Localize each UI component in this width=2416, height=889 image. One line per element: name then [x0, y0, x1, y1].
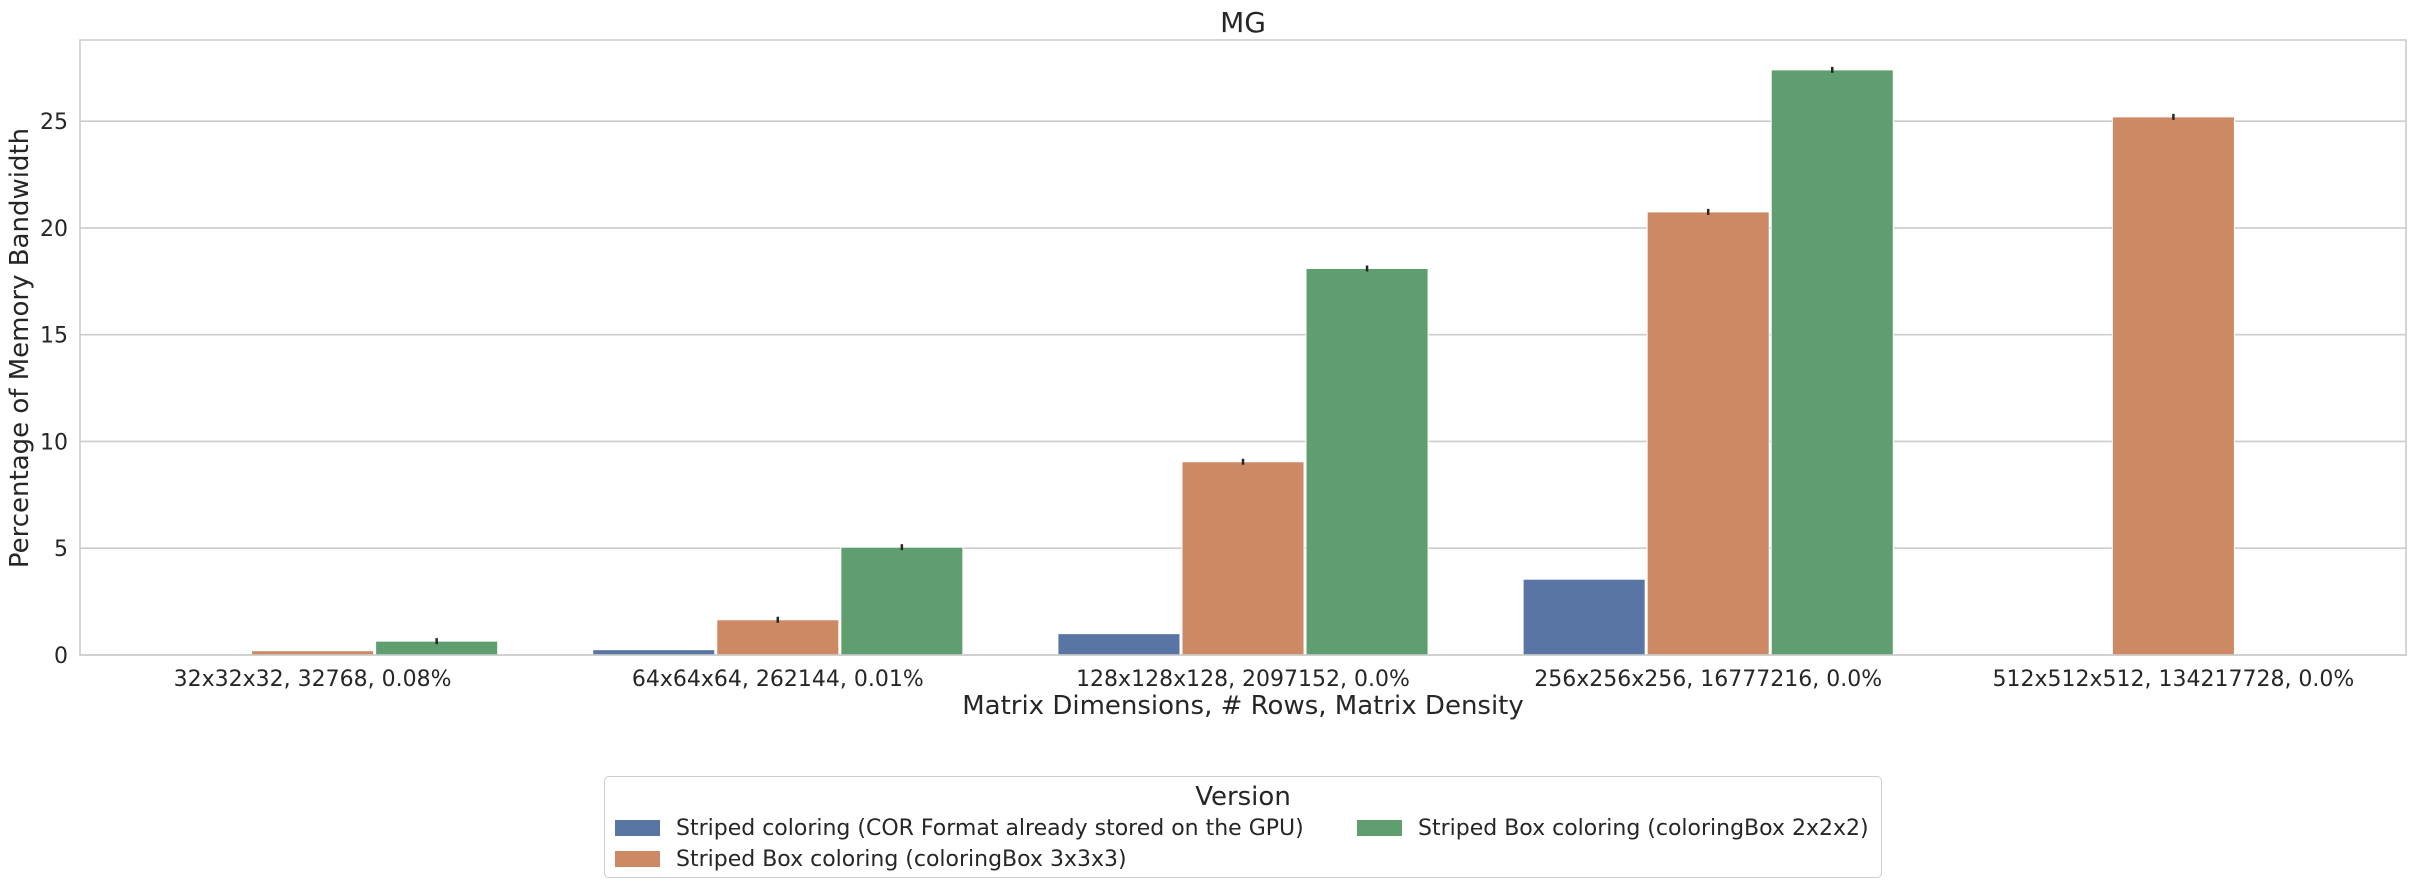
bar: [1057, 633, 1181, 656]
legend-swatch-series-1: [615, 820, 660, 836]
bar: [1181, 461, 1305, 656]
legend-item-series-1: Striped coloring (COR Format already sto…: [615, 813, 1304, 843]
y-axis-label: Percentage of Memory Bandwidth: [5, 128, 35, 568]
plot-area: 0 5 10 15 20 25 32x32x32, 32768, 0.08% 64x64x64…: [40, 39, 2407, 692]
bar: [1646, 211, 1770, 656]
y-tick-label: 20: [40, 217, 68, 242]
x-tick-label: 128x128x128, 2097152, 0.0%: [1076, 667, 1410, 692]
x-tick-label: 256x256x256, 16777216, 0.0%: [1534, 667, 1882, 692]
legend-label-series-2: Striped Box coloring (coloringBox 3x3x3): [676, 846, 1127, 872]
plot-frame: [79, 39, 2407, 656]
legend-label-series-3: Striped Box coloring (coloringBox 2x2x2): [1418, 815, 1869, 841]
legend-swatch-series-2: [615, 851, 660, 867]
y-tick-label: 15: [40, 324, 68, 349]
legend-item-series-3: Striped Box coloring (coloringBox 2x2x2): [1357, 813, 1869, 843]
bar: [840, 546, 964, 656]
bar: [1305, 267, 1429, 656]
y-tick-label: 0: [54, 644, 68, 669]
legend-item-series-2: Striped Box coloring (coloringBox 3x3x3): [615, 844, 1127, 874]
y-tick-label: 25: [40, 110, 68, 135]
y-tick-label: 10: [40, 430, 68, 455]
legend-swatch-series-3: [1357, 820, 1402, 836]
x-tick-label: 32x32x32, 32768, 0.08%: [174, 667, 452, 692]
x-axis-label: Matrix Dimensions, # Rows, Matrix Densit…: [962, 691, 1524, 721]
y-tick-label: 5: [54, 537, 68, 562]
bar: [1522, 578, 1646, 656]
bar: [716, 619, 840, 656]
legend-title: Version: [1195, 782, 1291, 812]
bar: [1770, 69, 1894, 656]
bar: [2111, 116, 2235, 656]
x-tick-label: 512x512x512, 134217728, 0.0%: [1992, 667, 2354, 692]
legend: Version Striped coloring (COR Format alr…: [604, 776, 1882, 878]
x-tick-label: 64x64x64, 262144, 0.01%: [632, 667, 924, 692]
bar: [592, 649, 716, 656]
legend-label-series-1: Striped coloring (COR Format already sto…: [676, 815, 1304, 841]
chart-title: MG: [1220, 6, 1266, 39]
